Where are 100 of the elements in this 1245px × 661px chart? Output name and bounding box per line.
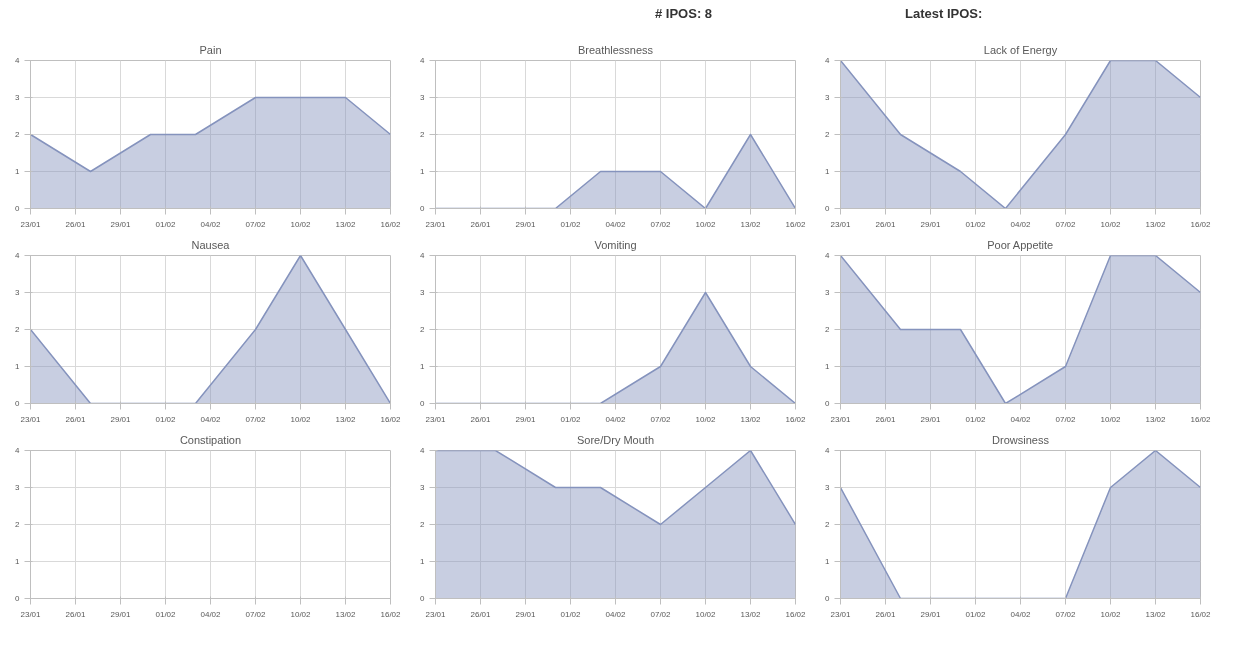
x-tick-label: 10/02	[1100, 414, 1122, 424]
x-tick-label: 26/01	[65, 219, 87, 229]
x-tick-label: 29/01	[920, 219, 942, 229]
x-tick-label: 26/01	[470, 609, 492, 619]
x-tick-label: 16/02	[785, 609, 807, 619]
x-tick-label: 04/02	[200, 414, 222, 424]
y-tick-label: 2	[825, 325, 831, 334]
x-tick-label: 13/02	[740, 219, 762, 229]
x-tick-label: 16/02	[380, 414, 402, 424]
y-tick-label: 2	[420, 520, 426, 529]
chart-title: Pain	[199, 43, 222, 56]
y-tick-label: 2	[420, 130, 426, 139]
x-tick-label: 10/02	[695, 414, 717, 424]
x-tick-label: 29/01	[515, 414, 537, 424]
y-tick-label: 4	[15, 446, 21, 455]
y-tick-label: 4	[420, 251, 426, 260]
x-tick-label: 13/02	[1145, 609, 1167, 619]
y-tick-label: 1	[825, 167, 831, 176]
y-tick-label: 1	[825, 557, 831, 566]
x-tick-label: 16/02	[380, 219, 402, 229]
x-tick-label: 26/01	[875, 609, 897, 619]
y-tick-label: 3	[15, 288, 21, 297]
x-tick-label: 16/02	[785, 219, 807, 229]
x-tick-label: 13/02	[335, 414, 357, 424]
y-tick-label: 2	[420, 325, 426, 334]
y-tick-label: 4	[825, 56, 831, 65]
x-tick-label: 13/02	[1145, 414, 1167, 424]
x-tick-label: 13/02	[335, 609, 357, 619]
x-tick-label: 01/02	[560, 609, 582, 619]
x-tick-label: 10/02	[290, 219, 312, 229]
x-tick-label: 04/02	[200, 219, 222, 229]
x-tick-label: 16/02	[1190, 609, 1212, 619]
y-tick-label: 0	[420, 594, 426, 603]
y-tick-label: 1	[825, 362, 831, 371]
y-tick-label: 3	[15, 93, 21, 102]
x-tick-label: 29/01	[110, 414, 132, 424]
x-tick-label: 23/01	[425, 609, 447, 619]
y-tick-label: 0	[825, 594, 831, 603]
x-tick-label: 04/02	[605, 414, 627, 424]
x-tick-label: 23/01	[830, 609, 852, 619]
y-tick-label: 3	[420, 288, 426, 297]
y-tick-label: 1	[15, 362, 21, 371]
y-tick-label: 1	[15, 557, 21, 566]
y-tick-label: 4	[825, 446, 831, 455]
x-tick-label: 04/02	[1010, 414, 1032, 424]
y-tick-label: 1	[420, 362, 426, 371]
x-tick-label: 01/02	[560, 414, 582, 424]
x-tick-label: 07/02	[1055, 219, 1077, 229]
x-tick-label: 04/02	[200, 609, 222, 619]
x-tick-label: 01/02	[965, 219, 987, 229]
x-tick-label: 13/02	[1145, 219, 1167, 229]
text: # IPOS: 8	[655, 5, 713, 23]
x-tick-label: 29/01	[110, 219, 132, 229]
x-tick-label: 13/02	[740, 609, 762, 619]
chart-title: Poor Appetite	[987, 238, 1054, 251]
y-tick-label: 1	[420, 167, 426, 176]
chart-title: Vomiting	[594, 238, 637, 251]
chart-title: Lack of Energy	[983, 43, 1058, 56]
y-tick-label: 4	[825, 251, 831, 260]
x-tick-label: 23/01	[425, 414, 447, 424]
y-tick-label: 1	[15, 167, 21, 176]
x-tick-label: 13/02	[740, 414, 762, 424]
x-tick-label: 01/02	[965, 609, 987, 619]
x-tick-label: 04/02	[1010, 609, 1032, 619]
y-tick-label: 0	[420, 399, 426, 408]
y-tick-label: 3	[420, 483, 426, 492]
x-tick-label: 07/02	[1055, 609, 1077, 619]
chart-title: Constipation	[179, 433, 242, 446]
y-tick-label: 3	[825, 288, 831, 297]
x-tick-label: 04/02	[1010, 219, 1032, 229]
x-tick-label: 23/01	[20, 609, 42, 619]
x-tick-label: 29/01	[920, 414, 942, 424]
y-tick-label: 0	[15, 204, 21, 213]
x-tick-label: 29/01	[515, 219, 537, 229]
x-tick-label: 10/02	[1100, 219, 1122, 229]
x-tick-label: 29/01	[515, 609, 537, 619]
x-tick-label: 01/02	[155, 219, 177, 229]
x-tick-label: 07/02	[245, 414, 267, 424]
y-tick-label: 3	[825, 93, 831, 102]
chart-title: Drowsiness	[992, 433, 1050, 446]
x-tick-label: 23/01	[830, 219, 852, 229]
y-tick-label: 2	[15, 130, 21, 139]
y-tick-label: 0	[825, 204, 831, 213]
x-tick-label: 01/02	[965, 414, 987, 424]
x-tick-label: 10/02	[695, 219, 717, 229]
x-tick-label: 26/01	[470, 219, 492, 229]
y-tick-label: 2	[15, 520, 21, 529]
x-tick-label: 04/02	[605, 219, 627, 229]
x-tick-label: 07/02	[245, 609, 267, 619]
x-tick-label: 23/01	[20, 219, 42, 229]
y-tick-label: 4	[420, 446, 426, 455]
x-tick-label: 23/01	[20, 414, 42, 424]
x-tick-label: 26/01	[65, 414, 87, 424]
y-tick-label: 3	[15, 483, 21, 492]
x-tick-label: 26/01	[875, 219, 897, 229]
x-tick-label: 26/01	[65, 609, 87, 619]
x-tick-label: 07/02	[650, 609, 672, 619]
y-tick-label: 3	[420, 93, 426, 102]
x-tick-label: 10/02	[695, 609, 717, 619]
x-tick-label: 07/02	[1055, 414, 1077, 424]
